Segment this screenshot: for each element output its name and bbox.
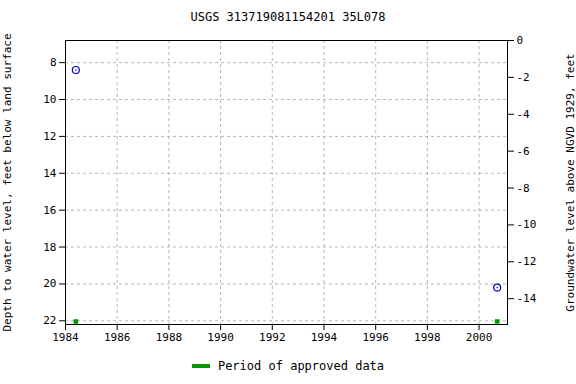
svg-text:10: 10 [43, 93, 56, 106]
svg-text:1986: 1986 [104, 331, 131, 344]
svg-text:2000: 2000 [466, 331, 493, 344]
svg-text:1996: 1996 [362, 331, 389, 344]
svg-text:1984: 1984 [52, 331, 79, 344]
svg-text:14: 14 [43, 167, 57, 180]
svg-text:0: 0 [517, 34, 524, 47]
svg-text:-4: -4 [517, 108, 531, 121]
html-text:USGS 313719081154201 35L078: USGS 313719081154201 35L078 [190, 10, 386, 24]
svg-text:1990: 1990 [207, 331, 234, 344]
svg-text:18: 18 [43, 241, 56, 254]
svg-text:Groundwater level above NGVD 1: Groundwater level above NGVD 1929, feet [564, 53, 576, 311]
svg-text:-12: -12 [517, 255, 537, 268]
svg-text:1998: 1998 [414, 331, 441, 344]
svg-text:8: 8 [50, 56, 57, 69]
svg-text:12: 12 [43, 130, 56, 143]
svg-text:-2: -2 [517, 71, 530, 84]
svg-text:-14: -14 [517, 292, 537, 305]
svg-text:-8: -8 [517, 182, 530, 195]
svg-text:1988: 1988 [156, 331, 183, 344]
svg-text:22: 22 [43, 314, 56, 327]
svg-text:1994: 1994 [311, 331, 338, 344]
svg-text:1992: 1992 [259, 331, 286, 344]
svg-text:-6: -6 [517, 145, 530, 158]
svg-text:Depth to water level, feet bel: Depth to water level, feet below land su… [1, 33, 14, 331]
svg-text:16: 16 [43, 204, 56, 217]
svg-text:-10: -10 [517, 218, 537, 231]
svg-text:20: 20 [43, 277, 56, 290]
html-text:Period of approved data: Period of approved data [217, 359, 385, 373]
